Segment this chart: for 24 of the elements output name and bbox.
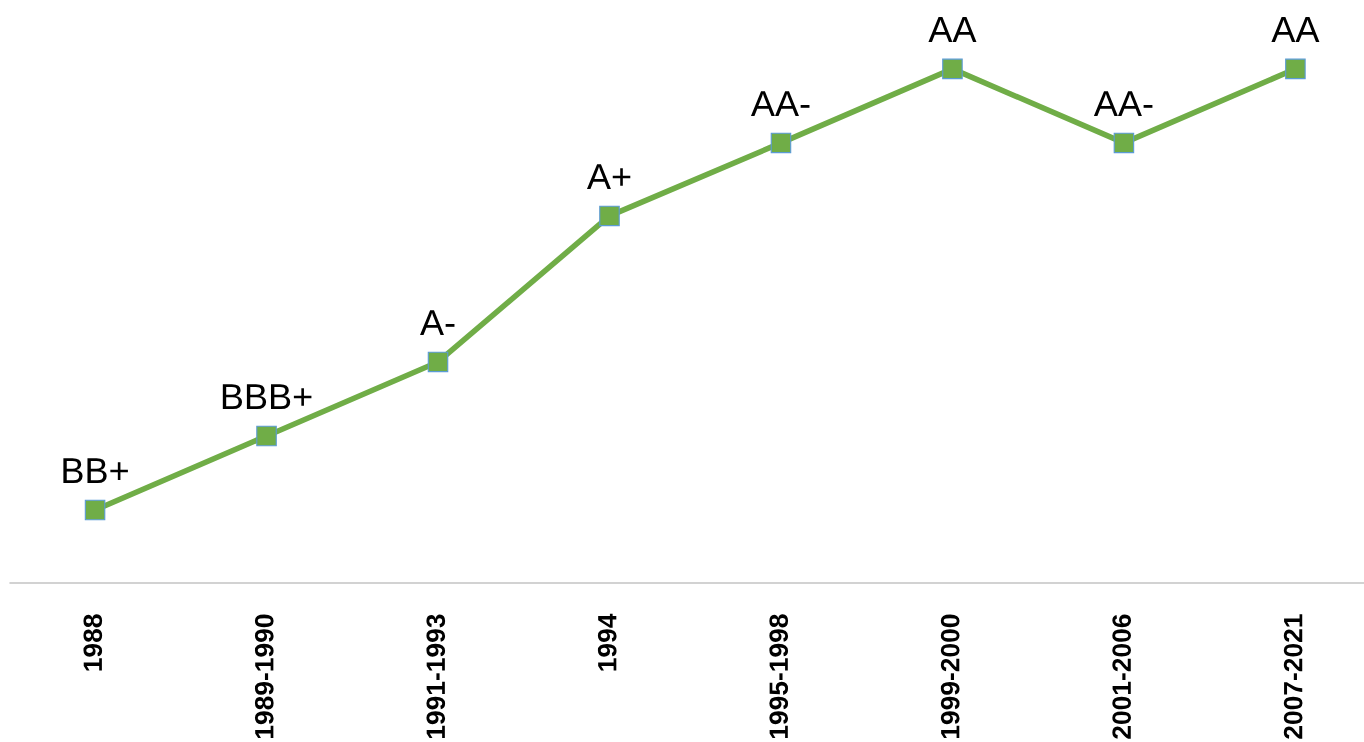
- annotation: A-: [420, 310, 455, 335]
- annotation: AA-: [750, 91, 810, 116]
- x-tick-label: 1991-1993: [426, 614, 446, 739]
- x-tick-label: 1999-2000: [940, 614, 960, 739]
- point: [1113, 132, 1135, 154]
- annotation: BBB+: [222, 384, 312, 410]
- point: [84, 499, 106, 521]
- point: [256, 425, 277, 447]
- annotation: BB+: [63, 458, 128, 484]
- x-tick-label: 2001-2006: [1112, 614, 1132, 739]
- point: [942, 58, 963, 80]
- annotation: AA-: [1093, 91, 1153, 116]
- annotation: A+: [586, 164, 631, 189]
- x-tick-label: 1988: [83, 614, 103, 671]
- point: [1285, 58, 1306, 80]
- point: [599, 205, 620, 227]
- x-tick-label: 1994: [597, 613, 617, 671]
- x-tick-label: 1989-1990: [254, 614, 274, 739]
- annotation: AA: [928, 17, 977, 42]
- x-tick-label: 1995-1998: [769, 614, 789, 739]
- point: [427, 351, 449, 373]
- point: [770, 132, 792, 154]
- x-tick-label: 2007-2021: [1283, 614, 1303, 739]
- annotation: AA: [1271, 17, 1320, 42]
